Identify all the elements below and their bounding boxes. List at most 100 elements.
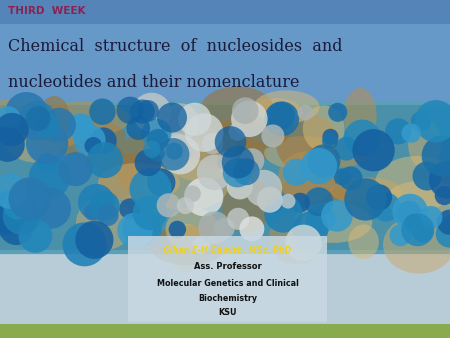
Circle shape (339, 166, 363, 190)
Circle shape (239, 216, 264, 241)
Circle shape (151, 123, 170, 141)
Bar (0, 24, 450, 105)
Text: Biochemistry: Biochemistry (198, 293, 257, 303)
Circle shape (162, 103, 199, 141)
Circle shape (73, 115, 91, 133)
Circle shape (223, 158, 252, 188)
Circle shape (123, 208, 162, 247)
Ellipse shape (0, 99, 52, 122)
Circle shape (334, 137, 358, 161)
Circle shape (3, 190, 32, 219)
Circle shape (3, 197, 40, 235)
Ellipse shape (249, 98, 303, 129)
Circle shape (126, 116, 150, 140)
Circle shape (414, 100, 450, 143)
Circle shape (14, 180, 47, 214)
Circle shape (5, 92, 48, 135)
Circle shape (85, 137, 102, 155)
Circle shape (0, 190, 32, 234)
Text: nucleotides and their nomenclature: nucleotides and their nomenclature (8, 74, 300, 91)
Ellipse shape (39, 101, 130, 137)
FancyBboxPatch shape (0, 101, 450, 254)
Circle shape (26, 122, 68, 165)
Circle shape (264, 101, 299, 136)
Circle shape (178, 103, 212, 136)
Ellipse shape (84, 141, 123, 169)
Circle shape (267, 102, 295, 130)
Circle shape (334, 168, 351, 186)
Ellipse shape (168, 224, 205, 272)
Circle shape (18, 219, 52, 253)
Ellipse shape (277, 176, 370, 203)
Ellipse shape (144, 159, 229, 211)
Ellipse shape (293, 202, 372, 243)
Ellipse shape (149, 226, 227, 265)
Circle shape (231, 101, 268, 137)
Circle shape (401, 213, 434, 246)
Circle shape (352, 129, 395, 171)
Circle shape (344, 178, 387, 221)
Circle shape (30, 188, 71, 229)
Circle shape (161, 135, 200, 174)
Ellipse shape (264, 136, 343, 170)
Circle shape (90, 127, 117, 154)
Text: THIRD  WEEK: THIRD WEEK (8, 6, 86, 16)
Circle shape (84, 204, 100, 220)
Ellipse shape (17, 121, 82, 149)
Circle shape (422, 135, 450, 176)
Circle shape (281, 194, 296, 209)
Text: Ass. Professor: Ass. Professor (194, 262, 261, 271)
Circle shape (63, 222, 107, 266)
Bar (0, 105, 450, 250)
Circle shape (413, 162, 441, 191)
Circle shape (0, 113, 29, 146)
Circle shape (257, 187, 283, 213)
Circle shape (117, 97, 144, 124)
Circle shape (245, 170, 282, 207)
Circle shape (322, 133, 338, 149)
Circle shape (26, 106, 50, 131)
Circle shape (117, 213, 153, 248)
Circle shape (385, 118, 411, 144)
Circle shape (130, 168, 171, 210)
Ellipse shape (385, 180, 450, 219)
Circle shape (328, 103, 347, 122)
Circle shape (301, 148, 337, 184)
Ellipse shape (31, 117, 126, 155)
Circle shape (157, 138, 189, 171)
Circle shape (344, 120, 381, 156)
Circle shape (307, 144, 341, 177)
Circle shape (157, 102, 187, 132)
Circle shape (321, 200, 353, 232)
Circle shape (197, 155, 232, 190)
Circle shape (193, 237, 210, 254)
Ellipse shape (163, 128, 240, 182)
Text: KSU: KSU (218, 309, 237, 317)
Ellipse shape (190, 120, 289, 151)
Circle shape (132, 93, 171, 132)
Ellipse shape (253, 90, 320, 123)
Circle shape (36, 114, 59, 138)
Ellipse shape (278, 151, 336, 203)
Circle shape (133, 196, 167, 230)
Circle shape (160, 133, 193, 166)
Circle shape (157, 193, 181, 217)
Circle shape (292, 211, 328, 247)
Circle shape (184, 177, 223, 216)
Circle shape (135, 149, 162, 176)
Circle shape (436, 220, 450, 247)
Ellipse shape (306, 140, 369, 168)
Circle shape (119, 198, 140, 219)
Ellipse shape (408, 119, 441, 169)
Ellipse shape (311, 188, 381, 219)
Circle shape (0, 127, 25, 162)
Circle shape (222, 146, 254, 178)
Circle shape (285, 225, 322, 261)
Circle shape (435, 186, 450, 205)
Circle shape (214, 218, 235, 239)
Circle shape (419, 206, 442, 229)
Bar (0, 324, 450, 338)
Ellipse shape (269, 212, 324, 265)
Ellipse shape (166, 207, 219, 251)
Circle shape (90, 191, 120, 221)
